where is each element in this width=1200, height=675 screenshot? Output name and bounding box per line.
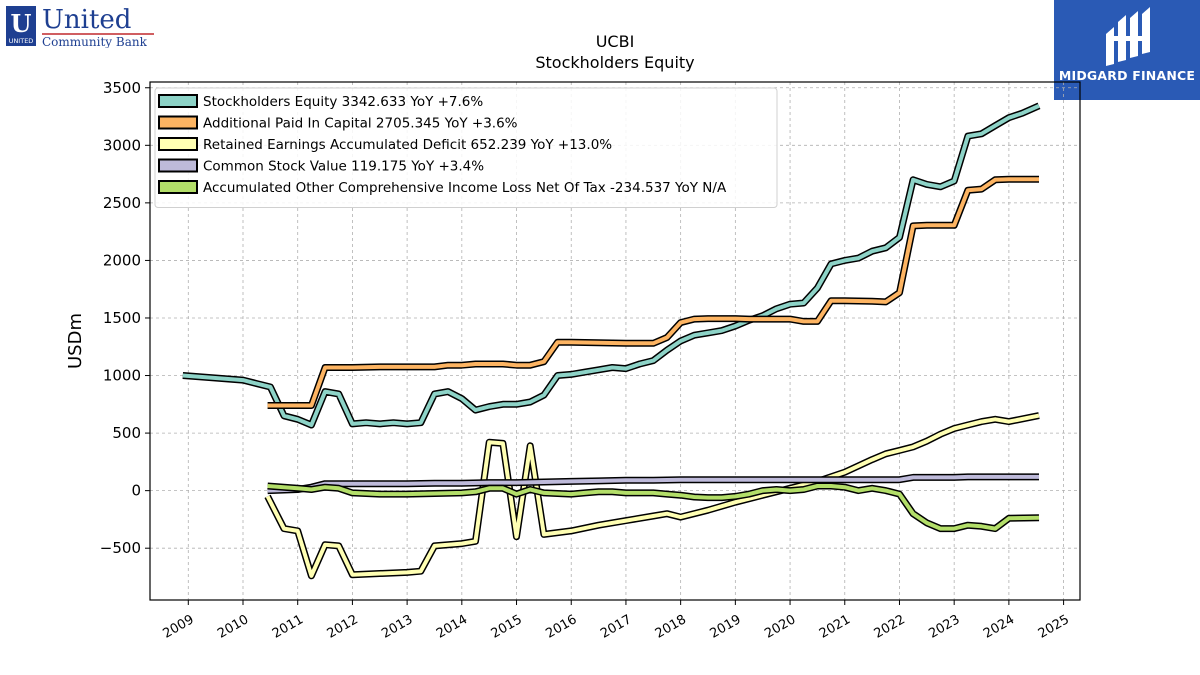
y-axis-label: USDm bbox=[65, 313, 86, 369]
legend-entry: Retained Earnings Accumulated Deficit 65… bbox=[158, 137, 612, 153]
logo-u-mark: U bbox=[11, 9, 32, 38]
chart-title: UCBI bbox=[596, 32, 635, 51]
legend-swatch bbox=[158, 94, 198, 108]
x-tick-label: 2019 bbox=[708, 612, 744, 642]
logo-badge-text: UNITED bbox=[9, 37, 34, 45]
x-tick-label: 2011 bbox=[270, 612, 306, 642]
company-logo: U UNITED United Community Bank bbox=[4, 4, 164, 49]
legend-label: Additional Paid In Capital 2705.345 YoY … bbox=[203, 116, 518, 132]
legend: Stockholders Equity 3342.633 YoY +7.6% Ad… bbox=[154, 87, 778, 208]
x-tick-label: 2024 bbox=[981, 612, 1017, 642]
legend-label: Retained Earnings Accumulated Deficit 65… bbox=[203, 137, 612, 153]
series-lines bbox=[182, 102, 1041, 580]
legend-label: Accumulated Other Comprehensive Income L… bbox=[203, 180, 727, 196]
x-tick-label: 2013 bbox=[379, 612, 415, 642]
legend-label: Stockholders Equity 3342.633 YoY +7.6% bbox=[203, 94, 483, 110]
legend-entry: Common Stock Value 119.175 YoY +3.4% bbox=[158, 158, 484, 175]
x-tick-label: 2025 bbox=[1036, 612, 1072, 642]
legend-entry: Accumulated Other Comprehensive Income L… bbox=[158, 180, 727, 196]
series-line bbox=[267, 484, 1040, 531]
y-tick-label: 500 bbox=[112, 424, 141, 442]
logo-line2: Community Bank bbox=[42, 35, 148, 48]
legend-entry: Additional Paid In Capital 2705.345 YoY … bbox=[158, 115, 518, 132]
chart-subtitle: Stockholders Equity bbox=[535, 53, 694, 72]
x-tick-label: 2010 bbox=[215, 612, 251, 642]
legend-swatch bbox=[158, 137, 198, 151]
legend-box bbox=[154, 87, 778, 208]
series-line bbox=[267, 177, 1039, 408]
watermark-text: MIDGARD FINANCE bbox=[1058, 68, 1196, 83]
x-tick-label: 2014 bbox=[434, 612, 470, 642]
x-tick-label: 2012 bbox=[325, 612, 361, 642]
x-tick-label: 2021 bbox=[817, 612, 853, 642]
series-line-outline bbox=[267, 175, 1039, 409]
x-tick-label: 2023 bbox=[926, 612, 962, 642]
y-axis: −500 0 500 1000 1500 2000 2500 3000 3500 bbox=[100, 79, 150, 557]
watermark-logo: MIDGARD FINANCE bbox=[1054, 0, 1200, 100]
legend-swatch bbox=[158, 180, 198, 194]
series-line bbox=[265, 413, 1040, 578]
x-tick-label: 2015 bbox=[489, 612, 525, 642]
x-axis: 2009 2010 2011 2012 2013 2014 2015 2016 2017 2018… bbox=[160, 600, 1072, 642]
x-tick-label: 2020 bbox=[762, 612, 798, 642]
x-tick-label: 2018 bbox=[653, 612, 689, 642]
legend-swatch bbox=[158, 158, 198, 173]
logo-line1: United bbox=[42, 5, 131, 35]
series-line bbox=[182, 103, 1040, 427]
y-tick-label: 2000 bbox=[103, 251, 141, 269]
legend-label: Common Stock Value 119.175 YoY +3.4% bbox=[203, 159, 484, 175]
y-tick-label: 3500 bbox=[103, 79, 141, 97]
logo-badge bbox=[6, 6, 36, 46]
midgard-mark-icon bbox=[1106, 7, 1150, 66]
legend-swatch bbox=[158, 115, 198, 130]
x-tick-label: 2016 bbox=[543, 612, 579, 642]
x-tick-label: 2009 bbox=[160, 612, 196, 642]
series-0 bbox=[182, 102, 1041, 429]
series-1 bbox=[267, 175, 1039, 409]
y-tick-label: −500 bbox=[100, 539, 141, 557]
y-tick-label: 3000 bbox=[103, 136, 141, 154]
series-line bbox=[267, 474, 1039, 493]
series-4 bbox=[267, 482, 1040, 533]
y-tick-label: 1500 bbox=[103, 309, 141, 327]
y-tick-label: 1000 bbox=[103, 367, 141, 385]
series-3 bbox=[267, 473, 1039, 495]
series-2 bbox=[264, 412, 1040, 580]
y-tick-label: 2500 bbox=[103, 194, 141, 212]
y-tick-label: 0 bbox=[131, 482, 141, 500]
x-tick-label: 2017 bbox=[598, 612, 634, 642]
plot-frame bbox=[149, 81, 1081, 601]
x-tick-label: 2022 bbox=[872, 612, 908, 642]
legend-entry: Stockholders Equity 3342.633 YoY +7.6% bbox=[158, 94, 483, 110]
